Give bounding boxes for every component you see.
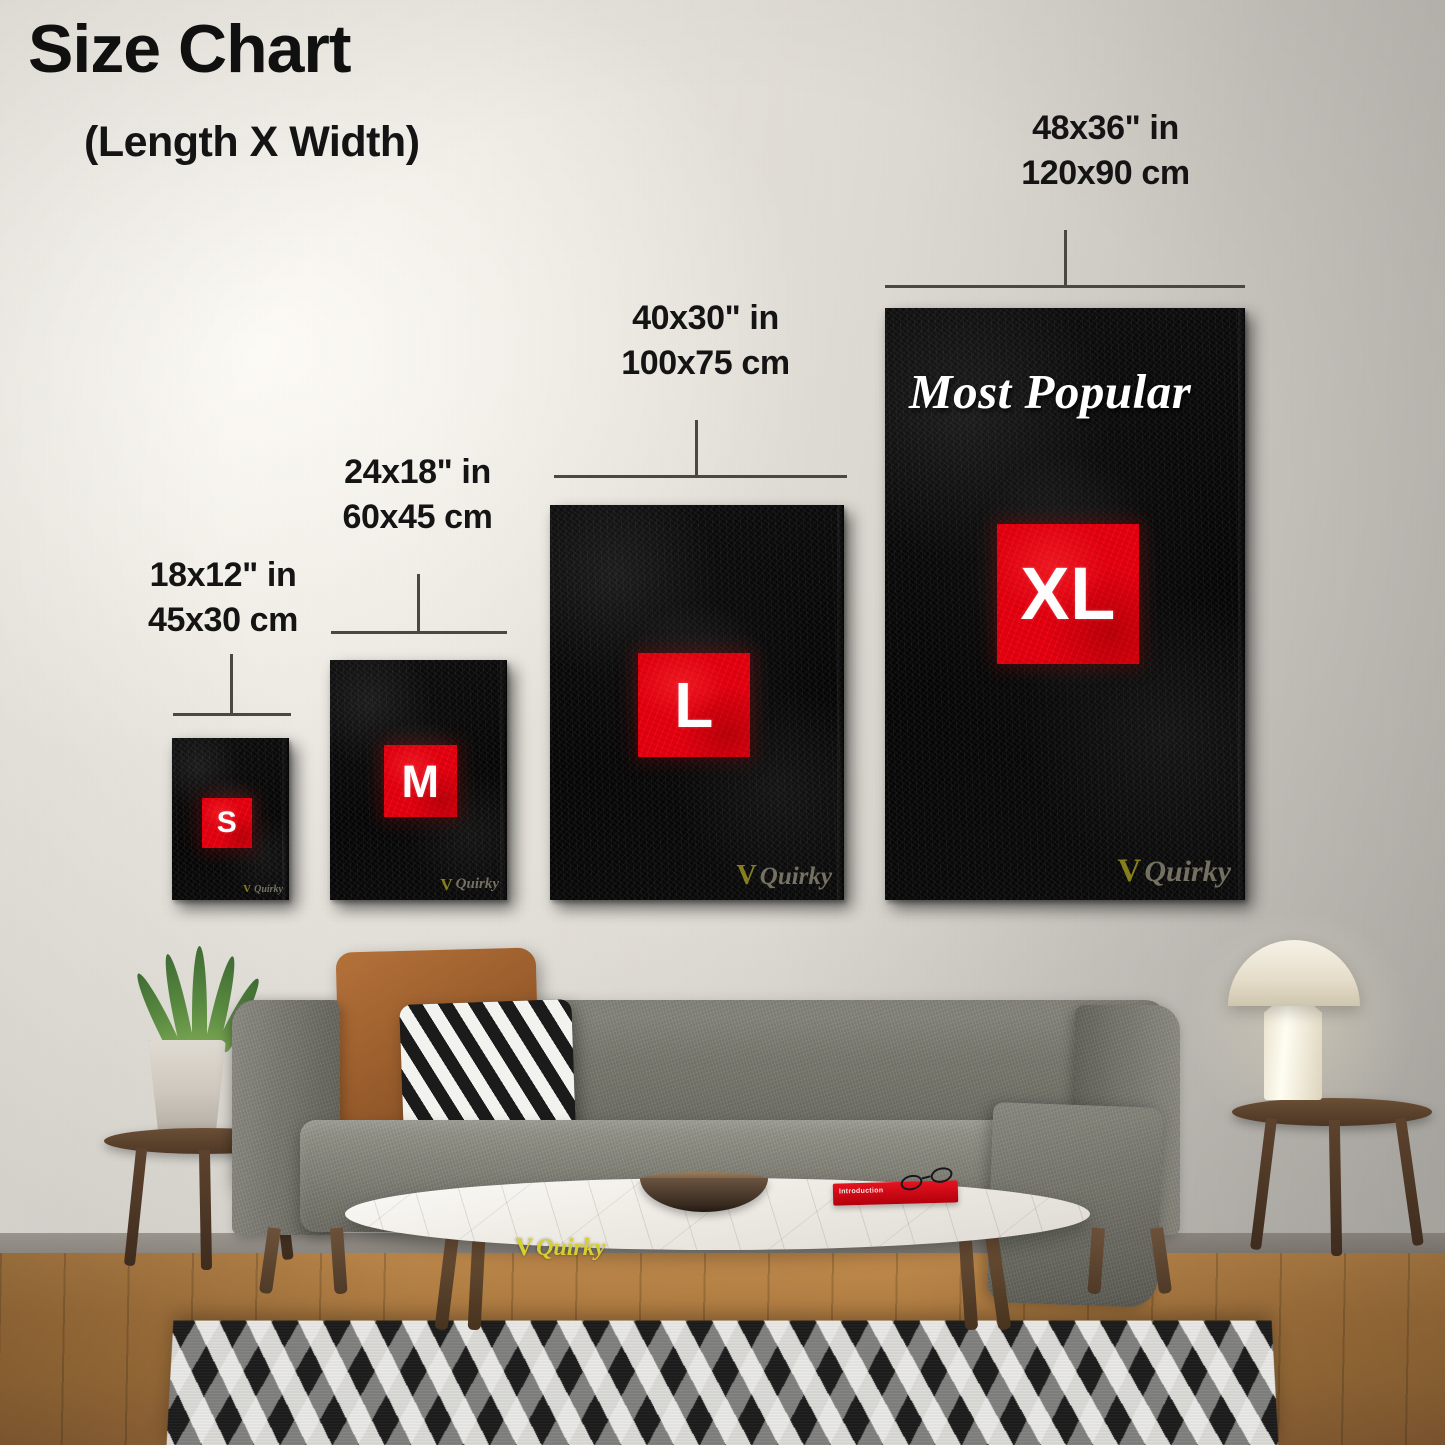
size-label-s-inches: 18x12" in bbox=[149, 556, 297, 594]
size-label-l-inches: 40x30" in bbox=[632, 299, 779, 337]
most-popular-banner: Most Popular bbox=[909, 364, 1192, 419]
size-label-m-inches: 24x18" in bbox=[344, 453, 491, 491]
bracket-stem-s bbox=[230, 654, 233, 716]
size-label-m-cm: 60x45 cm bbox=[342, 497, 493, 536]
pillow-brand-text: Quirky bbox=[536, 1234, 606, 1261]
size-label-l-cm: 100x75 cm bbox=[621, 343, 790, 382]
plant-leaf bbox=[192, 946, 207, 1048]
art-watermark-l: V Quirky bbox=[737, 862, 832, 890]
size-label-l: 40x30" in 100x75 cm bbox=[568, 296, 843, 386]
size-badge-letter-xl: XL bbox=[1020, 552, 1116, 635]
size-label-m: 24x18" in 60x45 cm bbox=[310, 450, 525, 540]
bracket-bar-l bbox=[554, 475, 847, 478]
measure-bracket-xl bbox=[885, 228, 1245, 288]
bracket-stem-l bbox=[695, 420, 698, 478]
table-leg bbox=[198, 1149, 213, 1271]
size-badge-letter-m: M bbox=[401, 755, 440, 807]
size-label-xl: 48x36" in 120x90 cm bbox=[973, 106, 1238, 196]
bee-icon: V bbox=[440, 875, 453, 894]
page-subtitle: (Length X Width) bbox=[84, 118, 420, 166]
size-badge-l: L bbox=[638, 653, 750, 757]
page-title: Size Chart bbox=[28, 11, 352, 87]
size-badge-letter-l: L bbox=[674, 669, 714, 741]
canvas-art-l[interactable]: L V Quirky bbox=[550, 505, 844, 900]
bee-icon: V bbox=[736, 860, 757, 891]
canvas-art-s[interactable]: S V Quirky bbox=[172, 738, 289, 900]
coffee-table bbox=[345, 1178, 1090, 1250]
size-label-s-cm: 45x30 cm bbox=[148, 600, 298, 639]
size-badge-letter-s: S bbox=[216, 806, 238, 839]
lamp-body bbox=[1264, 988, 1322, 1100]
measure-bracket-m bbox=[331, 572, 507, 634]
art-watermark-xl: V Quirky bbox=[1117, 855, 1231, 888]
bracket-bar-s bbox=[173, 713, 291, 716]
art-watermark-m: V Quirky bbox=[440, 876, 499, 893]
size-label-xl-inches: 48x36" in bbox=[1032, 109, 1179, 147]
canvas-art-m[interactable]: M V Quirky bbox=[330, 660, 507, 900]
bracket-stem-m bbox=[417, 574, 420, 634]
size-label-s: 18x12" in 45x30 cm bbox=[118, 553, 328, 643]
size-badge-m: M bbox=[384, 745, 457, 817]
bracket-stem-xl bbox=[1064, 230, 1067, 288]
bracket-bar-xl bbox=[885, 285, 1245, 288]
plant-pot bbox=[148, 1040, 226, 1132]
pillow-brand-watermark: V Quirky bbox=[515, 1090, 1445, 1405]
bee-icon: V bbox=[1117, 853, 1142, 889]
measure-bracket-s bbox=[173, 652, 291, 716]
watermark-text-xl: Quirky bbox=[1144, 854, 1231, 888]
size-badge-s: S bbox=[202, 798, 252, 848]
bee-icon: V bbox=[515, 1234, 534, 1261]
size-label-xl-cm: 120x90 cm bbox=[1021, 153, 1190, 192]
watermark-text-m: Quirky bbox=[455, 876, 499, 892]
bracket-bar-m bbox=[331, 631, 507, 634]
watermark-text-l: Quirky bbox=[759, 862, 832, 890]
watermark-text-s: Quirky bbox=[254, 883, 283, 895]
size-badge-xl: XL bbox=[997, 524, 1139, 664]
bee-icon: V bbox=[243, 883, 252, 895]
art-watermark-s: V Quirky bbox=[243, 884, 283, 895]
measure-bracket-l bbox=[554, 418, 847, 478]
canvas-art-xl[interactable]: Most Popular XL V Quirky bbox=[885, 308, 1245, 900]
